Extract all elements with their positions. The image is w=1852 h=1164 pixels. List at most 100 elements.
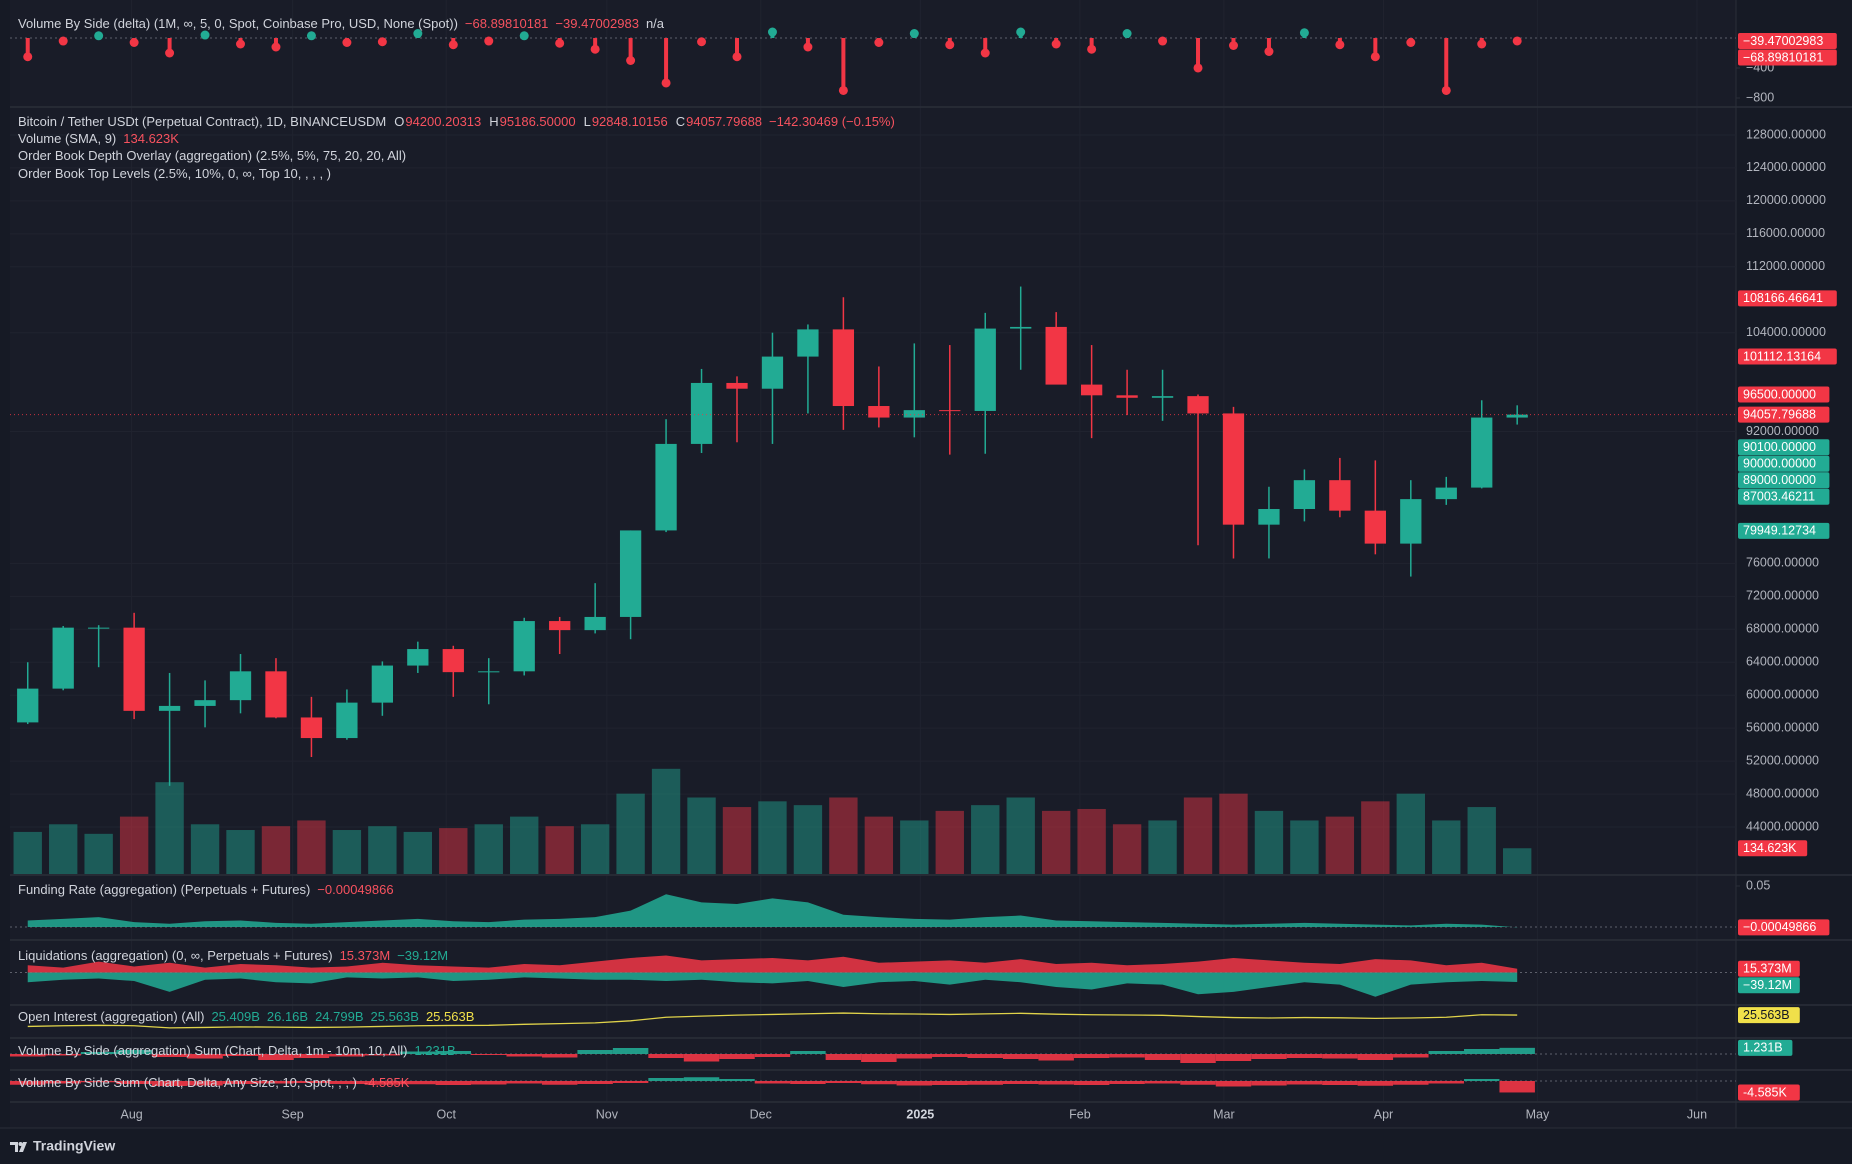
delta-dot: [306, 31, 316, 41]
column: [329, 1054, 365, 1057]
column: [258, 1081, 294, 1084]
volume-bar: [297, 820, 326, 874]
volume-bar: [864, 816, 894, 874]
legend: Volume By Side (delta) (1M, ∞, 5, 0, Spo…: [18, 16, 665, 31]
y-tick-label: 124000.00000: [1746, 160, 1826, 174]
price-badge-label: 15.373M: [1743, 962, 1792, 976]
delta-dot: [236, 39, 246, 49]
column: [1215, 1054, 1252, 1061]
price-badge: [1738, 290, 1837, 307]
column: [1180, 1054, 1216, 1063]
delta-dot: [23, 52, 33, 62]
legend-part: 95186.50000: [500, 114, 576, 129]
y-tick-label: −800: [1746, 90, 1774, 104]
price-badge-label: −68.89810181: [1743, 50, 1823, 64]
column: [1144, 1054, 1181, 1060]
volume-bar: [226, 830, 255, 874]
legend-part: O: [394, 114, 404, 129]
delta-stem: [1089, 38, 1094, 50]
delta-dot: [555, 38, 565, 48]
legend: Bitcoin / Tether USDt (Perpetual Contrac…: [18, 114, 895, 129]
column: [222, 1081, 259, 1084]
legend-part: Order Book Depth Overlay (aggregation) (…: [18, 148, 406, 163]
legend-part: 92848.10156: [592, 114, 668, 129]
column: [825, 1054, 862, 1060]
price-badge-label: 79949.12734: [1743, 524, 1816, 538]
column: [435, 1081, 472, 1085]
y-tick-label: 72000.00000: [1746, 589, 1819, 603]
legend-part: 25.409B: [211, 1009, 259, 1024]
column: [861, 1081, 897, 1085]
legend-part: C: [676, 114, 685, 129]
delta-dot: [1264, 47, 1274, 57]
y-tick-label: 44000.00000: [1746, 819, 1819, 833]
volume-bar: [651, 768, 681, 874]
candle-body: [1364, 510, 1386, 544]
column: [1322, 1081, 1358, 1085]
volume-bar: [1467, 807, 1496, 874]
delta-stem: [983, 38, 988, 53]
volume-bar: [1077, 808, 1106, 874]
column: [1038, 1054, 1074, 1061]
candle-body: [1506, 414, 1528, 418]
legend-part: 94057.79688: [686, 114, 762, 129]
volume-bar: [971, 805, 1000, 874]
candle-body: [1187, 396, 1209, 414]
legend: Open Interest (aggregation) (All) 25.409B…: [18, 1009, 474, 1024]
legend-part: Volume By Side (aggregation) Sum (Chart,…: [18, 1043, 407, 1058]
candle-body: [1293, 480, 1316, 510]
y-tick-label: 52000.00000: [1746, 753, 1819, 767]
column: [896, 1054, 933, 1059]
legend-part: 26.16B: [267, 1009, 308, 1024]
column: [187, 1054, 223, 1059]
legend-part: 134.623K: [123, 131, 179, 146]
delta-dot: [1087, 44, 1097, 54]
delta-dot: [980, 48, 990, 58]
legend: Order Book Top Levels (2.5%, 10%, 0, ∞, …: [18, 166, 331, 181]
price-badge-label: 89000.00000: [1743, 473, 1816, 487]
volume-bar: [84, 833, 113, 874]
volume-bar: [439, 828, 468, 874]
legend-part: −142.30469 (−0.15%): [769, 114, 895, 129]
column: [719, 1079, 755, 1081]
volume-bar: [1183, 797, 1213, 874]
legend-part: Volume By Side Sum (Chart, Delta, Any Si…: [18, 1075, 357, 1090]
column: [1463, 1049, 1500, 1054]
legend-part: −0.00049866: [317, 882, 393, 897]
column: [10, 1081, 46, 1085]
column: [1286, 1054, 1323, 1058]
y-tick-label: 68000.00000: [1746, 622, 1819, 636]
candle-body: [549, 621, 571, 631]
column: [435, 1051, 472, 1054]
column: [1038, 1081, 1074, 1085]
delta-dot: [271, 42, 281, 52]
delta-dot: [626, 55, 636, 65]
column: [932, 1054, 968, 1057]
legend-part: Bitcoin / Tether USDt (Perpetual Contrac…: [18, 114, 386, 129]
column: [80, 1052, 117, 1054]
x-tick-label: Apr: [1374, 1107, 1393, 1121]
candle-body: [407, 649, 429, 666]
volume-bar: [1219, 793, 1248, 874]
column: [541, 1054, 578, 1058]
legend-part: n/a: [646, 16, 665, 31]
price-badge: [1738, 960, 1800, 977]
legend: Volume By Side (aggregation) Sum (Chart,…: [18, 1043, 456, 1058]
legend-part: Liquidations (aggregation) (0, ∞, Perpet…: [18, 948, 333, 963]
candle-body: [619, 530, 642, 617]
column: [10, 1054, 46, 1057]
volume-badge: [1738, 840, 1808, 857]
delta-stem: [664, 38, 669, 83]
volume-bar: [1361, 801, 1390, 874]
price-badge-label: 1.231B: [1743, 1041, 1783, 1055]
column: [1357, 1054, 1394, 1060]
column: [719, 1054, 755, 1059]
candle-body: [797, 329, 819, 357]
area-fill: [27, 894, 1518, 928]
price-badge-label: -4.585K: [1743, 1085, 1787, 1099]
column: [1002, 1054, 1039, 1059]
column: [1180, 1081, 1216, 1085]
y-tick-label: 60000.00000: [1746, 688, 1819, 702]
x-tick-label: Nov: [596, 1107, 619, 1121]
volume-bar: [1254, 810, 1284, 874]
